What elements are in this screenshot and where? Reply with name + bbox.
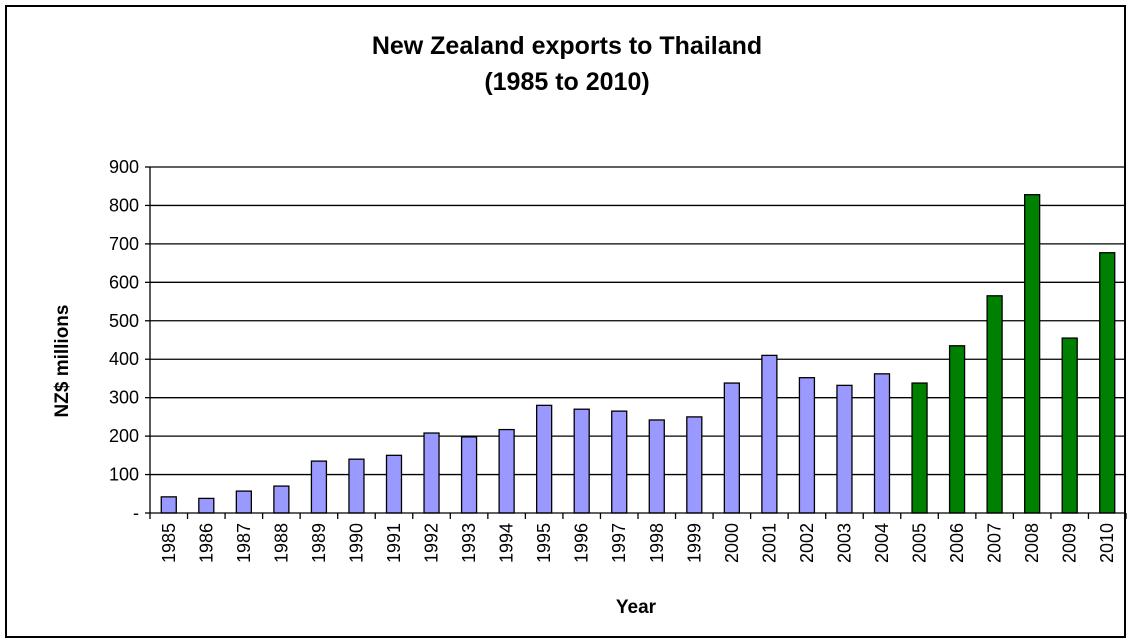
x-tick-label: 2002 <box>797 523 817 563</box>
gridlines <box>150 166 1126 476</box>
axes <box>145 166 1127 519</box>
y-tick-label: 600 <box>109 272 139 292</box>
y-tick-label: 100 <box>109 465 139 485</box>
chart-title: New Zealand exports to Thailand (1985 to… <box>0 28 1134 100</box>
x-tick-label: 1997 <box>609 523 629 563</box>
x-tick-label: 1993 <box>459 523 479 563</box>
chart-frame <box>5 5 1126 638</box>
y-tick-label: 700 <box>109 234 139 254</box>
bars <box>160 194 1116 514</box>
y-tick-label: - <box>133 503 139 523</box>
bar-1994 <box>498 428 515 514</box>
bar-1995 <box>536 404 553 514</box>
bar-1992 <box>423 432 440 514</box>
x-tick-label: 1987 <box>234 523 254 563</box>
x-axis-title: Year <box>616 597 657 618</box>
x-tick-label: 2003 <box>834 523 854 563</box>
x-tick-label: 2004 <box>872 523 892 563</box>
y-tick-labels: - 100 200 300 400 500 600 700 800 900 <box>109 157 139 523</box>
y-tick-label: 900 <box>109 157 139 177</box>
x-tick-label: 1992 <box>422 523 442 563</box>
x-tick-label: 1998 <box>647 523 667 563</box>
x-tick-label: 2006 <box>947 523 967 563</box>
bar-2006 <box>948 345 966 514</box>
bar-1989 <box>310 460 328 514</box>
bar-2001 <box>761 354 778 514</box>
x-tick-label: 2008 <box>1022 523 1042 563</box>
x-tick-label: 1999 <box>684 523 704 563</box>
bar-2008 <box>1024 194 1041 514</box>
bar-2009 <box>1061 337 1078 514</box>
bar-1990 <box>348 458 365 514</box>
bar-1988 <box>273 485 290 514</box>
bar-1998 <box>648 419 665 514</box>
x-tick-label: 1991 <box>384 523 404 563</box>
x-tick-label: 1989 <box>309 523 329 563</box>
x-tick-label: 1988 <box>271 523 291 563</box>
x-tick-label: 2007 <box>985 523 1005 563</box>
bar-2010 <box>1099 252 1116 514</box>
y-axis-title: NZ$ millions <box>52 305 73 418</box>
x-tick-label: 2009 <box>1060 523 1080 563</box>
x-tick-label: 2005 <box>910 523 930 563</box>
x-tick-label: 2010 <box>1097 523 1117 563</box>
x-tick-label: 1994 <box>497 523 517 563</box>
x-tick-label: 2000 <box>722 523 742 563</box>
bar-1997 <box>611 410 628 514</box>
x-tick-labels: 1985 1986 1987 1988 1989 1990 1991 1992 1993 1994… <box>159 523 1117 563</box>
x-tick-label: 1990 <box>346 523 366 563</box>
bar-2005 <box>911 382 928 514</box>
x-tick-label: 2001 <box>759 523 779 563</box>
bar-2000 <box>723 382 740 514</box>
chart-title-line-1: New Zealand exports to Thailand <box>371 32 763 60</box>
y-tick-label: 800 <box>109 195 139 215</box>
x-tick-label: 1996 <box>572 523 592 563</box>
x-tick-label: 1995 <box>534 523 554 563</box>
bar-2002 <box>798 377 816 514</box>
bar-1987 <box>235 490 252 514</box>
bar-2007 <box>986 295 1003 514</box>
y-tick-label: 200 <box>109 426 139 446</box>
y-tick-label: 500 <box>109 311 139 331</box>
x-tick-label: 1986 <box>196 523 216 563</box>
bar-2004 <box>873 373 891 514</box>
bar-1985 <box>160 496 177 514</box>
y-tick-label: 400 <box>109 349 139 369</box>
y-tick-label: 300 <box>109 388 139 408</box>
bar-1993 <box>460 436 478 514</box>
bar-1991 <box>385 454 403 514</box>
bar-1996 <box>573 408 590 514</box>
bar-1999 <box>686 416 703 514</box>
x-tick-label: 1985 <box>159 523 179 563</box>
chart-title-line-2: (1985 to 2010) <box>484 68 650 96</box>
bar-2003 <box>836 384 853 514</box>
bar-1986 <box>198 497 215 514</box>
